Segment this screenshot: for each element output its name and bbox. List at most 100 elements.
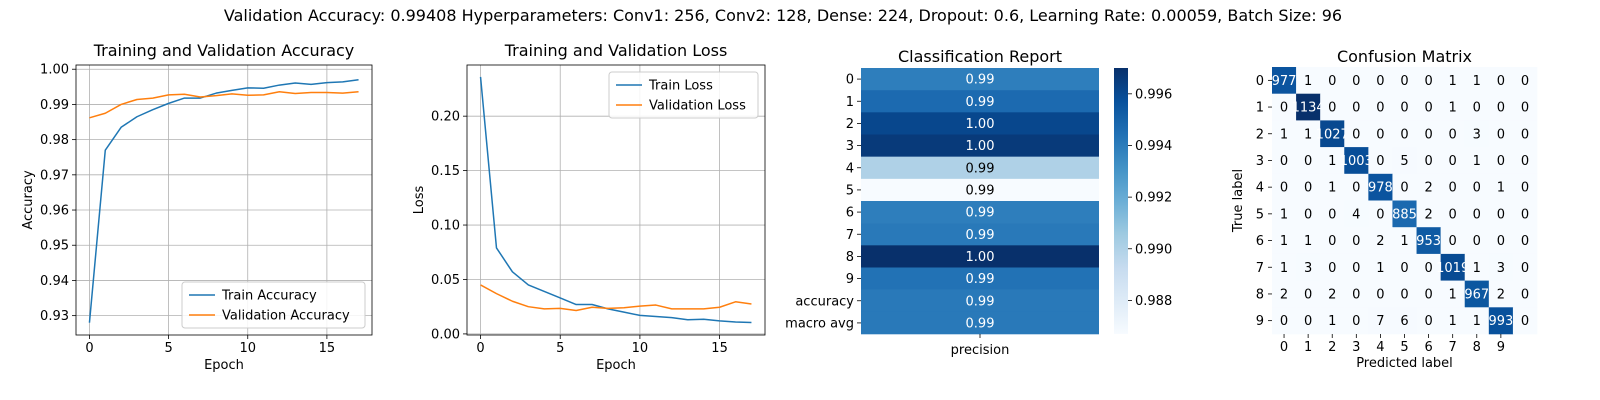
acc-chart-ytick-label-4: 0.97 <box>40 168 69 183</box>
cm-ytick-label-6: 6 <box>1256 234 1264 249</box>
cm-cell-label-0-1: 1 <box>1304 74 1312 89</box>
cm-cell-0-7 <box>1440 67 1466 94</box>
cm-cell-4-5 <box>1392 173 1417 201</box>
colorbar <box>1114 68 1128 334</box>
cm-cell-label-7-2: 0 <box>1328 261 1336 276</box>
cm-cell-3-10 <box>1512 147 1538 175</box>
cm-cell-label-4-4: 978 <box>1368 181 1393 196</box>
cm-cell-label-1-0: 0 <box>1280 101 1288 116</box>
report-cell-5 <box>861 178 1099 202</box>
colorbar-tick-label-3: 0.994 <box>1135 139 1172 154</box>
loss-chart-series-0 <box>479 76 752 324</box>
acc-chart-ylabel: Accuracy <box>21 170 36 230</box>
cm-xtick-label-8: 8 <box>1473 340 1481 355</box>
report-row-label-11: macro avg <box>785 316 854 331</box>
cm-cell-label-3-1: 0 <box>1304 154 1312 169</box>
cm-cell-8-4 <box>1368 280 1393 308</box>
report-cell-label-9: 0.99 <box>966 272 995 287</box>
cm-ytick-label-7: 7 <box>1256 261 1264 276</box>
accuracy-chart: Training and Validation Accuracy 0 5 10 15 0.… <box>21 41 373 373</box>
cm-cell-label-5-7: 0 <box>1449 207 1457 222</box>
cm-cell-label-8-1: 0 <box>1304 287 1312 302</box>
cm-cell-8-0 <box>1272 280 1297 308</box>
cm-cell-label-9-2: 1 <box>1328 314 1336 329</box>
cm-xtick-label-7: 7 <box>1449 340 1457 355</box>
cm-cell-label-5-8: 0 <box>1473 207 1481 222</box>
cm-cell-label-7-3: 0 <box>1352 261 1360 276</box>
cm-cell-1-4 <box>1368 93 1393 121</box>
cm-cell-label-3-10: 0 <box>1521 154 1529 169</box>
cm-xtick-label-4: 4 <box>1376 340 1384 355</box>
cm-cell-6-4 <box>1368 227 1393 255</box>
loss-chart-xtick-label-0: 0 <box>476 341 484 356</box>
cm-cell-9-5 <box>1392 307 1417 335</box>
cm-cell-label-5-0: 1 <box>1280 207 1288 222</box>
cm-cell-label-9-10: 0 <box>1521 314 1529 329</box>
cm-cell-3-5 <box>1392 147 1417 175</box>
report-cell-1 <box>861 90 1099 113</box>
cm-cell-9-3 <box>1344 307 1369 335</box>
cm-cell-6-2 <box>1320 227 1345 255</box>
cm-cell-5-2 <box>1320 200 1345 228</box>
loss-chart-legend-label-1: Validation Loss <box>649 99 746 114</box>
cm-cell-label-5-2: 0 <box>1328 207 1336 222</box>
cm-xlabel: Predicted label <box>1356 356 1453 371</box>
cm-cell-label-2-3: 0 <box>1352 127 1360 142</box>
cm-cell-label-3-2: 1 <box>1328 154 1336 169</box>
cm-cell-3-9 <box>1488 147 1514 175</box>
cm-cell-label-1-7: 1 <box>1449 101 1457 116</box>
cm-cell-label-7-4: 1 <box>1376 261 1384 276</box>
cm-cell-6-3 <box>1344 227 1369 255</box>
acc-chart-series-0 <box>88 79 359 323</box>
acc-chart-ytick-label-6: 0.99 <box>40 98 69 113</box>
cm-cell-7-2 <box>1320 253 1345 281</box>
acc-chart-ytick-label-0: 0.93 <box>40 309 69 324</box>
cm-cell-label-4-0: 0 <box>1280 181 1288 196</box>
cm-cell-label-8-7: 1 <box>1449 287 1457 302</box>
cm-cell-1-2 <box>1320 93 1345 121</box>
cm-cell-label-8-4: 0 <box>1376 287 1384 302</box>
cm-cell-label-2-9: 0 <box>1497 127 1505 142</box>
report-cell-9 <box>861 267 1099 290</box>
cm-cell-5-4 <box>1368 200 1393 228</box>
loss-chart-ytick-label-0: 0.00 <box>431 327 460 342</box>
loss-chart-frame <box>466 64 766 336</box>
cm-cell-label-7-7: 1019 <box>1436 261 1469 276</box>
cm-cell-label-6-4: 2 <box>1376 234 1384 249</box>
cm-cell-6-8 <box>1464 227 1490 255</box>
cm-ytick-label-8: 8 <box>1256 287 1264 302</box>
acc-chart-ytick-label-7: 1.00 <box>40 63 69 78</box>
loss-chart-title: Training and Validation Loss <box>504 41 728 60</box>
cm-cell-label-7-10: 0 <box>1521 261 1529 276</box>
cm-cell-label-8-2: 2 <box>1328 287 1336 302</box>
report-row-label-8: 8 <box>846 250 854 265</box>
report-row-label-3: 3 <box>846 139 854 154</box>
cm-cell-2-6 <box>1416 120 1441 148</box>
report-row-label-2: 2 <box>846 117 854 132</box>
cm-cell-label-9-0: 0 <box>1280 314 1288 329</box>
cm-cell-2-1 <box>1296 120 1321 148</box>
acc-chart-legend-label-1: Validation Accuracy <box>222 309 350 324</box>
cm-cell-label-1-8: 0 <box>1473 101 1481 116</box>
cm-cell-3-3 <box>1344 147 1369 175</box>
cm-cell-2-4 <box>1368 120 1393 148</box>
figure-suptitle: Validation Accuracy: 0.99408 Hyperparame… <box>224 6 1342 25</box>
cm-title: Confusion Matrix <box>1337 47 1472 66</box>
acc-chart-xtick-label-3: 15 <box>319 341 336 356</box>
loss-chart-ytick-label-1: 0.05 <box>431 273 460 288</box>
cm-cell-1-7 <box>1440 93 1466 121</box>
cm-cell-0-8 <box>1464 67 1490 94</box>
report-row-label-6: 6 <box>846 206 854 221</box>
acc-chart-xtick-label-1: 5 <box>164 341 172 356</box>
cm-cell-1-10 <box>1512 93 1538 121</box>
cm-cell-label-9-5: 6 <box>1400 314 1408 329</box>
cm-cell-8-9 <box>1488 280 1514 308</box>
cm-ytick-label-4: 4 <box>1256 181 1264 196</box>
cm-cell-6-1 <box>1296 227 1321 255</box>
cm-cell-label-2-4: 0 <box>1376 127 1384 142</box>
report-cell-label-2: 1.00 <box>966 117 995 132</box>
cm-cell-2-10 <box>1512 120 1538 148</box>
cm-cell-7-3 <box>1344 253 1369 281</box>
loss-chart: Training and Validation Loss 0 5 10 15 0.00 0.… <box>412 41 766 373</box>
